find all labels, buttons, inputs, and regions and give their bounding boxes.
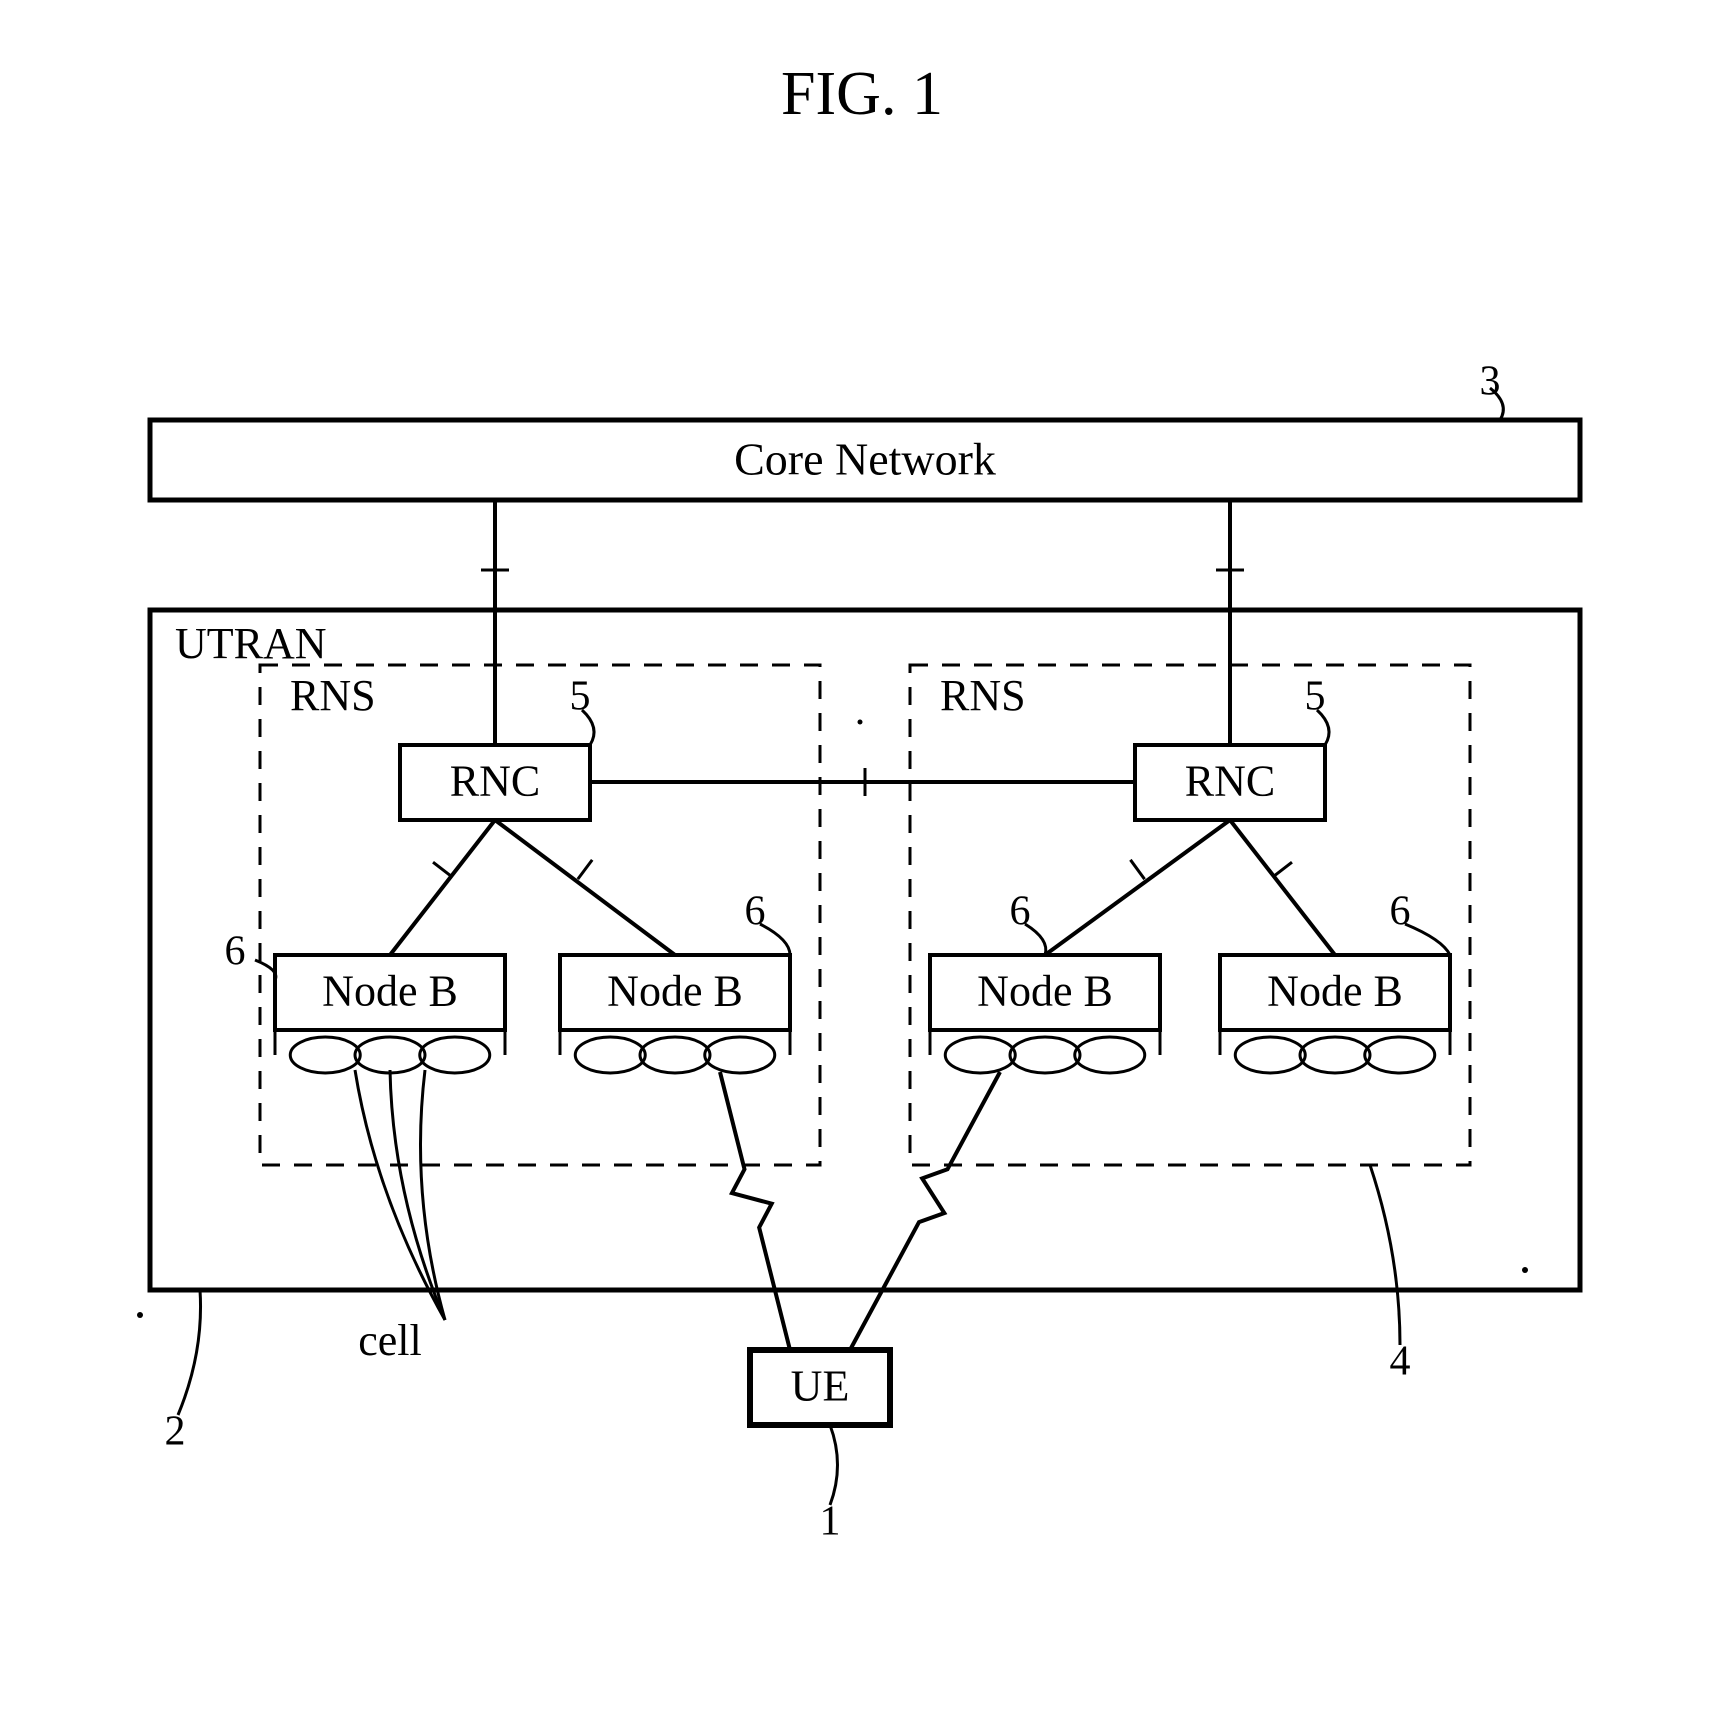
svg-text:5: 5 [1305,674,1326,720]
svg-text:6: 6 [1390,889,1411,935]
nodeb-label: Node B [607,967,743,1016]
svg-text:4: 4 [1390,1339,1411,1385]
cell-label: cell [358,1316,422,1365]
rns-label: RNS [290,671,376,720]
figure-title: FIG. 1 [781,60,943,128]
svg-text:3: 3 [1480,359,1501,405]
ue-label: UE [791,1362,850,1411]
nodeb-label: Node B [1267,967,1403,1016]
nodeb-label: Node B [322,967,458,1016]
svg-text:6: 6 [1010,889,1031,935]
svg-text:6: 6 [225,929,246,975]
svg-text:1: 1 [820,1499,841,1545]
core-network-label: Core Network [734,434,996,485]
nodeb-label: Node B [977,967,1113,1016]
rns-label: RNS [940,671,1026,720]
rnc-label: RNC [1185,757,1275,806]
rnc-label: RNC [450,757,540,806]
svg-text:5: 5 [570,674,591,720]
utran-label: UTRAN [175,619,327,668]
svg-text:6: 6 [745,889,766,935]
svg-text:2: 2 [165,1409,186,1455]
